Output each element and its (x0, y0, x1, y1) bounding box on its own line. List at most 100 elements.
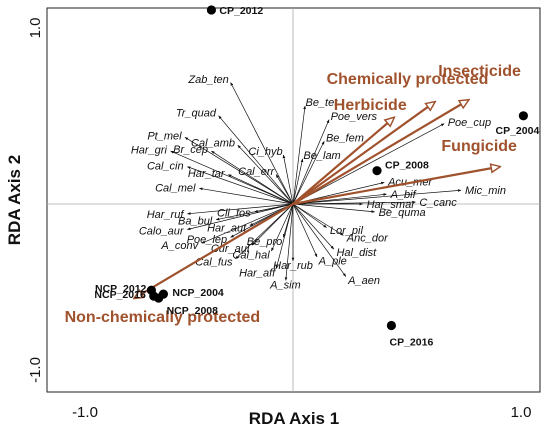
species-label-har-tar: Har_tar (188, 168, 226, 180)
species-label-cal-hal: Cal_hal (232, 250, 270, 262)
species-label-cal-amb: Cal_amb (191, 137, 235, 149)
species-label-cli-fos: Cli_fos (217, 208, 251, 220)
species-label-har-ruf: Har_ruf (147, 209, 185, 221)
species-label-be-pro: Be_pro (247, 236, 282, 248)
plot-frame (46, 7, 541, 393)
species-arrow-a-aen (292, 203, 347, 277)
species-arrow-br-cep (211, 150, 294, 205)
species-label-cal-err: Cal_err (238, 166, 275, 178)
env-arrow-chemically-protected (292, 102, 435, 205)
x-tick-label-max: 1.0 (511, 404, 532, 421)
species-arrow-mic-min (292, 189, 462, 205)
species-label-lor-pil: Lor_pil (330, 225, 364, 237)
species-arrow-calo-aur (187, 203, 294, 231)
site-point-ncp-2008 (154, 293, 164, 303)
species-arrow-c-canc (292, 200, 416, 205)
x-axis-title: RDA Axis 1 (249, 409, 339, 428)
site-point-cp-2012 (206, 5, 216, 15)
species-label-be-quma: Be_quma (379, 207, 426, 219)
species-label-mic-min: Mic_min (465, 185, 506, 197)
species-arrow-a-ple (292, 203, 318, 258)
species-label-ci-hyb: Ci_hyb (248, 146, 282, 158)
site-points: CP_2012CP_2004CP_2008CP_2016NCP_2012NCP_… (94, 5, 539, 349)
species-label-tr-quad: Tr_quad (176, 108, 217, 120)
species-arrow-tr-quad (218, 115, 294, 205)
species-arrow-cal-amb (237, 144, 294, 205)
species-label-calo-aur: Calo_aur (139, 225, 185, 237)
species-label-har-gri: Har_gri (131, 144, 168, 156)
site-label-ncp-2004: NCP_2004 (172, 287, 224, 299)
species-arrow-a-bif (292, 193, 387, 205)
species-label-cal-cin: Cal_cin (147, 160, 184, 172)
species-label-zab-ten: Zab_ten (187, 74, 228, 86)
species-arrow-be-fem (292, 140, 325, 205)
species-arrow-pt-mel (184, 137, 294, 205)
y-tick-label-max: 1.0 (27, 18, 44, 39)
species-arrow-har-tar (227, 174, 294, 205)
species-arrows: Zab_ten Tr_quad Pt_mel Har_gri Br_cepCal_amb… (131, 74, 506, 292)
species-label-har-aff: Har_aff (239, 268, 276, 280)
species-arrow-cal-mel (199, 187, 294, 205)
species-label-a-sim: A_sim (269, 279, 301, 291)
site-label-cp-2016: CP_2016 (390, 337, 434, 349)
species-label-be-tet: Be_tet (305, 97, 338, 109)
env-label-non-chemically-protected: Non-chemically protected (65, 309, 261, 326)
env-arrow-herbicide (292, 118, 394, 205)
species-arrow-cal-fus (235, 203, 294, 260)
site-label-ncp-2012: NCP_2012 (95, 283, 147, 295)
species-label-poe-vers: Poe_vers (331, 111, 378, 123)
env-label-insecticide: Insecticide (438, 63, 521, 80)
site-point-cp-2004 (518, 111, 529, 121)
species-arrow-be-lam (292, 158, 304, 205)
env-label-herbicide: Herbicide (334, 97, 407, 114)
env-label-chemically-protected: Chemically protected (327, 71, 489, 88)
species-arrow-anc-dor (292, 203, 344, 236)
x-tick-label-min: -1.0 (72, 404, 98, 421)
species-arrow-ba-bul (215, 203, 294, 221)
species-label-har-rub: Har_rub (273, 260, 313, 272)
env-label-fungicide: Fungicide (441, 138, 517, 155)
species-label-hal-dist: Hal_dist (336, 247, 377, 259)
species-label-a-ple: A_ple (318, 256, 347, 268)
species-arrow-cal-hal (271, 203, 294, 252)
species-arrow-poe-cup (292, 123, 445, 205)
species-arrow-har-aff (275, 203, 294, 270)
species-arrow-a-conv (201, 203, 294, 244)
species-label-a-aen: A_aen (347, 275, 380, 287)
species-arrow-zab-ten (230, 82, 294, 205)
species-arrow-cal-err (275, 174, 294, 205)
species-label-be-fem: Be_fem (326, 133, 364, 145)
species-label-br-cep: Br_cep (173, 144, 208, 156)
species-arrow-poe-vers (292, 119, 330, 205)
species-label-anc-dor: Anc_dor (346, 232, 389, 244)
species-label-poe-lep: Poe_lep (187, 234, 227, 246)
species-label-cal-mel: Cal_mel (155, 183, 196, 195)
species-arrow-cal-cin (187, 166, 294, 205)
species-label-c-canc: C_canc (419, 197, 457, 209)
env-arrow-fungicide (292, 167, 499, 206)
env-arrow-non-chemically-protected (135, 203, 294, 298)
species-label-be-lam: Be_lam (303, 150, 340, 162)
y-axis-title: RDA Axis 2 (5, 155, 24, 245)
site-label-cp-2004: CP_2004 (496, 125, 540, 137)
species-arrow-har-ruf (187, 203, 294, 215)
site-label-cp-2012: CP_2012 (219, 5, 263, 17)
y-tick-label-min: -1.0 (27, 357, 44, 383)
species-arrow-be-tet (292, 105, 307, 205)
species-arrow-har-gri (170, 150, 294, 205)
site-label-ncp-2008: NCP_2008 (167, 305, 219, 317)
species-arrow-a-sim (284, 203, 294, 281)
species-arrow-lor-pil (292, 203, 327, 228)
site-point-cp-2008 (372, 166, 382, 176)
species-label-a-conv: A_conv (160, 240, 199, 252)
site-point-cp-2016 (386, 320, 396, 331)
env-arrow-insecticide (292, 100, 468, 205)
species-label-har-aut: Har_aut (207, 222, 247, 234)
species-label-ba-bul: Ba_bul (178, 215, 213, 227)
species-arrow-be-quma (292, 203, 375, 213)
species-label-pt-mel: Pt_mel (147, 130, 182, 142)
site-label-ncp-2016: NCP_2016 (94, 289, 146, 301)
species-arrow-hal-dist (292, 203, 335, 250)
